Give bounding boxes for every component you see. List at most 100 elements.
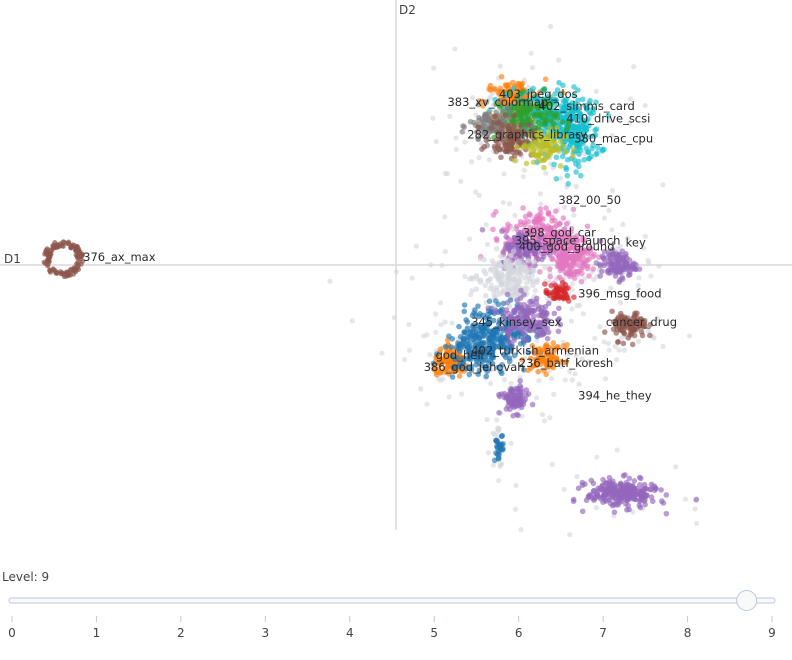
data-point [643, 492, 650, 499]
data-point [505, 221, 511, 228]
data-point [654, 315, 661, 321]
slider-rail[interactable] [8, 597, 776, 604]
data-point [483, 373, 490, 380]
data-point [517, 378, 523, 384]
data-point [658, 487, 664, 493]
data-point [682, 496, 689, 502]
data-point [603, 479, 610, 486]
data-point [658, 498, 665, 504]
data-point [497, 63, 503, 69]
data-point [526, 211, 533, 217]
data-point [523, 160, 530, 167]
data-point [593, 505, 600, 511]
slider-handle[interactable] [736, 590, 758, 611]
scatter-plot[interactable]: 403_jpeg_dos383_xv_colormap402_simms_car… [0, 0, 792, 560]
data-point [522, 396, 528, 403]
data-point [614, 357, 620, 363]
data-point [550, 321, 556, 327]
data-point [485, 241, 491, 248]
data-point [520, 205, 526, 211]
data-point [549, 461, 555, 467]
data-point [464, 319, 471, 325]
data-point [558, 175, 564, 181]
data-point [521, 219, 528, 226]
data-point [636, 498, 643, 505]
data-point [525, 257, 532, 264]
data-point [522, 265, 529, 272]
data-point [621, 487, 627, 494]
data-point [535, 219, 542, 225]
data-point [46, 259, 52, 265]
data-point [635, 282, 641, 289]
topic-label: 282_graphics_library [467, 128, 587, 142]
data-point [639, 332, 646, 339]
data-point [549, 218, 555, 224]
data-point [548, 23, 554, 30]
data-point [599, 148, 606, 154]
data-point [513, 291, 519, 298]
data-point [563, 149, 569, 155]
topic-label: 386_god_jehovah [424, 360, 525, 374]
data-point [393, 269, 400, 275]
data-point [492, 293, 498, 299]
data-point [452, 46, 458, 52]
data-point [496, 478, 502, 484]
data-point [521, 292, 527, 298]
data-point [563, 164, 569, 171]
data-point [468, 159, 475, 165]
data-point [504, 299, 511, 306]
data-point [542, 264, 548, 271]
data-point [70, 267, 76, 274]
data-point [571, 92, 577, 99]
data-point [483, 222, 489, 228]
data-point [460, 335, 466, 342]
data-point [439, 262, 445, 268]
data-point [510, 412, 517, 419]
level-slider[interactable] [0, 588, 792, 648]
data-point [560, 339, 566, 345]
slider-tick-label: 8 [683, 626, 692, 640]
data-point [569, 306, 575, 312]
data-point [642, 233, 648, 239]
data-point [501, 394, 508, 401]
data-point [528, 298, 535, 305]
data-point [601, 339, 607, 345]
slider-tick-label: 1 [92, 626, 101, 640]
data-point [493, 265, 499, 271]
data-point [614, 262, 621, 269]
data-point [520, 174, 526, 180]
data-point [466, 236, 473, 242]
data-point [529, 401, 536, 408]
data-point [636, 275, 642, 281]
data-point [461, 329, 468, 335]
data-point [572, 371, 578, 377]
data-point [581, 157, 587, 163]
data-point [584, 265, 591, 272]
data-point [495, 142, 502, 148]
data-point [606, 474, 613, 481]
data-point [621, 347, 627, 353]
data-point [686, 333, 693, 339]
data-point [579, 96, 586, 103]
data-point [427, 352, 433, 358]
data-point [497, 443, 504, 450]
data-point [492, 96, 498, 103]
data-point [605, 112, 612, 119]
data-point [583, 145, 590, 152]
data-point [616, 347, 622, 353]
data-point [553, 290, 560, 297]
data-point [552, 208, 559, 214]
data-point [519, 305, 525, 312]
data-point [508, 380, 514, 386]
data-point [660, 343, 666, 350]
topic-label: 400_god_ground [519, 240, 615, 254]
data-point [574, 303, 580, 309]
data-point [601, 215, 608, 221]
data-point [499, 432, 506, 439]
data-point [614, 447, 620, 453]
data-point [462, 139, 468, 145]
data-point [510, 149, 516, 156]
data-point [489, 258, 496, 264]
data-point [469, 275, 476, 282]
data-point [442, 319, 448, 325]
